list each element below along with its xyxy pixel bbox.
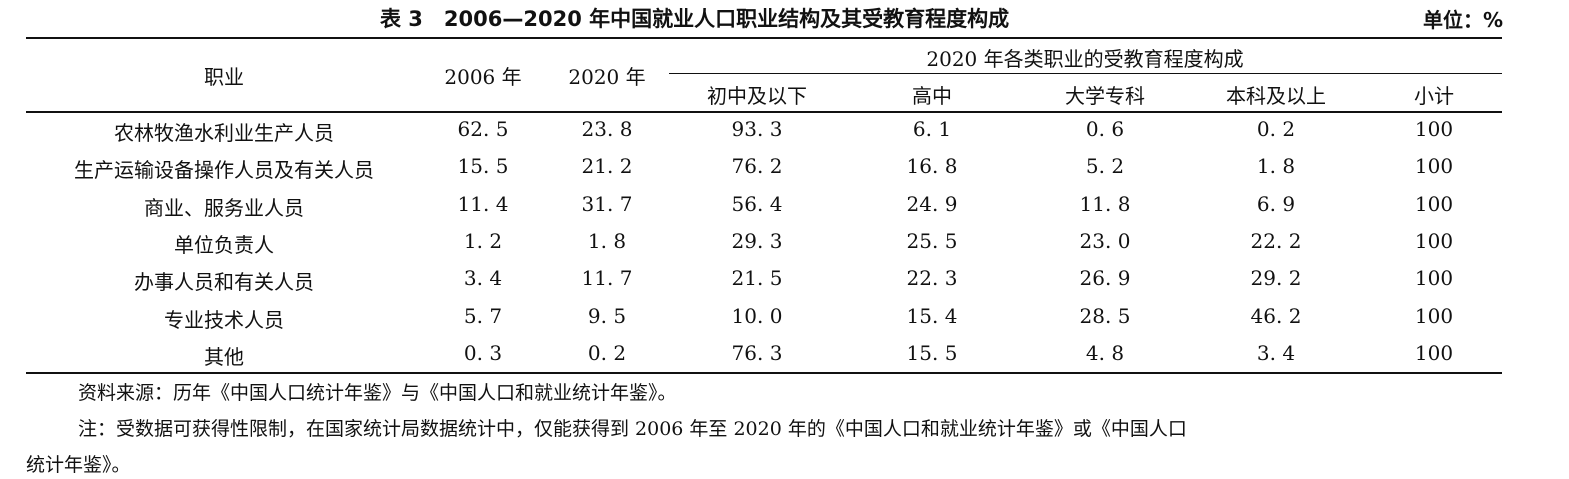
header-edu-group: 2020 年各类职业的受教育程度构成 <box>926 47 1244 71</box>
cell-edu-senior: 24. 9 <box>906 191 958 216</box>
cell-edu-college: 0. 6 <box>1085 117 1125 141</box>
cell-value-2006: 15. 5 <box>457 154 509 179</box>
cell-edu-college: 28. 5 <box>1079 303 1131 328</box>
cell-subtotal: 100 <box>1414 266 1454 291</box>
cell-occupation: 商业、服务业人员 <box>144 195 304 220</box>
cell-edu-junior: 10. 0 <box>731 303 783 328</box>
table-row: 专业技术人员 5. 7 9. 5 10. 0 15. 4 28. 5 46. 2 100 <box>0 300 1569 337</box>
cell-value-2020: 31. 7 <box>581 191 633 216</box>
cell-edu-senior: 15. 4 <box>906 303 958 328</box>
cell-edu-bachelor: 1. 8 <box>1256 154 1296 179</box>
cell-edu-senior: 15. 5 <box>906 340 958 365</box>
table-row: 单位负责人 1. 2 1. 8 29. 3 25. 5 23. 0 22. 2 100 <box>0 225 1569 262</box>
cell-subtotal: 100 <box>1414 228 1454 253</box>
cell-edu-junior: 76. 3 <box>731 340 783 365</box>
cell-subtotal: 100 <box>1414 303 1454 328</box>
cell-value-2006: 3. 4 <box>463 266 503 291</box>
cell-occupation: 生产运输设备操作人员及有关人员 <box>74 158 374 183</box>
cell-value-2006: 1. 2 <box>463 228 503 253</box>
cell-edu-senior: 22. 3 <box>906 266 958 291</box>
cell-edu-bachelor: 29. 2 <box>1250 266 1302 291</box>
header-edu-senior: 高中 <box>912 84 952 108</box>
cell-edu-bachelor: 46. 2 <box>1250 303 1302 328</box>
table-row: 生产运输设备操作人员及有关人员 15. 5 21. 2 76. 2 16. 8 5. 2 1… <box>0 150 1569 187</box>
cell-edu-bachelor: 22. 2 <box>1250 228 1302 253</box>
cell-value-2006: 0. 3 <box>463 340 503 365</box>
header-2006: 2006 年 <box>444 65 522 89</box>
cell-edu-junior: 29. 3 <box>731 228 783 253</box>
cell-edu-senior: 6. 1 <box>912 117 952 141</box>
header-group-rule <box>669 73 1502 75</box>
cell-edu-college: 5. 2 <box>1085 154 1125 179</box>
cell-subtotal: 100 <box>1414 117 1454 141</box>
cell-value-2006: 5. 7 <box>463 303 503 328</box>
cell-subtotal: 100 <box>1414 154 1454 179</box>
cell-edu-college: 11. 8 <box>1079 191 1131 216</box>
header-edu-subtotal: 小计 <box>1414 84 1454 108</box>
cell-edu-bachelor: 3. 4 <box>1256 340 1296 365</box>
cell-edu-junior: 21. 5 <box>731 266 783 291</box>
cell-edu-junior: 93. 3 <box>731 117 783 141</box>
table-row: 商业、服务业人员 11. 4 31. 7 56. 4 24. 9 11. 8 6. 9 100 <box>0 188 1569 225</box>
header-edu-junior: 初中及以下 <box>707 84 807 108</box>
cell-value-2020: 9. 5 <box>587 303 627 328</box>
bottom-rule <box>26 372 1502 374</box>
cell-edu-college: 4. 8 <box>1085 340 1125 365</box>
cell-occupation: 单位负责人 <box>174 232 274 257</box>
table-row: 办事人员和有关人员 3. 4 11. 7 21. 5 22. 3 26. 9 29. 2 10… <box>0 262 1569 299</box>
cell-value-2006: 62. 5 <box>457 117 509 141</box>
cell-occupation: 其他 <box>204 344 244 369</box>
cell-occupation: 办事人员和有关人员 <box>134 270 314 295</box>
footnote-line-1: 注：受数据可获得性限制，在国家统计局数据统计中，仅能获得到 2006 年至 20… <box>78 418 1187 440</box>
cell-edu-bachelor: 0. 2 <box>1256 117 1296 141</box>
header-edu-bachelor: 本科及以上 <box>1226 84 1326 108</box>
footnote-line-2: 统计年鉴》。 <box>26 454 131 476</box>
cell-edu-college: 23. 0 <box>1079 228 1131 253</box>
cell-edu-junior: 76. 2 <box>731 154 783 179</box>
cell-value-2020: 23. 8 <box>581 117 633 141</box>
cell-value-2020: 11. 7 <box>581 266 633 291</box>
cell-edu-college: 26. 9 <box>1079 266 1131 291</box>
cell-edu-senior: 25. 5 <box>906 228 958 253</box>
cell-value-2020: 1. 8 <box>587 228 627 253</box>
source-note: 资料来源：历年《中国人口统计年鉴》与《中国人口和就业统计年鉴》。 <box>78 382 677 404</box>
cell-edu-senior: 16. 8 <box>906 154 958 179</box>
cell-subtotal: 100 <box>1414 340 1454 365</box>
header-edu-college: 大学专科 <box>1065 84 1145 108</box>
cell-subtotal: 100 <box>1414 191 1454 216</box>
cell-edu-bachelor: 6. 9 <box>1256 191 1296 216</box>
cell-value-2020: 21. 2 <box>581 154 633 179</box>
cell-occupation: 专业技术人员 <box>164 307 284 332</box>
table-row: 其他 0. 3 0. 2 76. 3 15. 5 4. 8 3. 4 100 <box>0 337 1569 374</box>
table-title-row: 表 3 2006—2020 年中国就业人口职业结构及其受教育程度构成 单位：% <box>0 0 1569 34</box>
table-title: 表 3 2006—2020 年中国就业人口职业结构及其受教育程度构成 <box>380 7 1010 31</box>
top-rule <box>26 37 1502 39</box>
unit-label: 单位：% <box>1422 8 1503 32</box>
header-bottom-rule <box>26 111 1502 113</box>
cell-value-2020: 0. 2 <box>587 340 627 365</box>
cell-occupation: 农林牧渔水利业生产人员 <box>114 121 334 145</box>
cell-edu-junior: 56. 4 <box>731 191 783 216</box>
header-2020: 2020 年 <box>568 65 646 89</box>
cell-value-2006: 11. 4 <box>457 191 509 216</box>
header-occupation: 职业 <box>204 65 244 89</box>
table-row: 农林牧渔水利业生产人员 62. 5 23. 8 93. 3 6. 1 0. 6 0. 2 10… <box>0 113 1569 150</box>
